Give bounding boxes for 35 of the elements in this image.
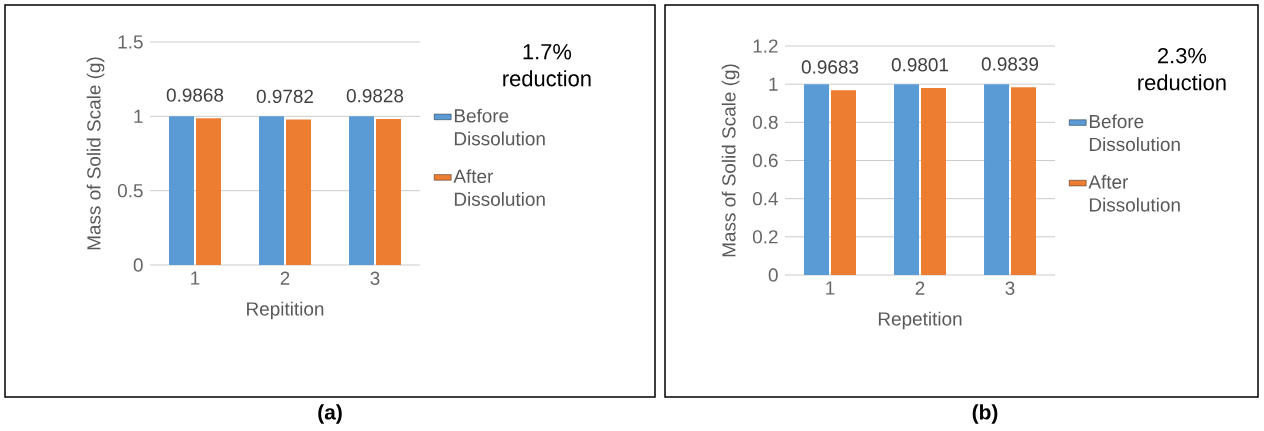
x-axis-title: Repitition (247, 301, 324, 320)
y-tick-label: 1 (134, 109, 143, 123)
legend-label: After Dissolution (1088, 174, 1180, 212)
data-label: 0.9801 (891, 58, 949, 72)
data-label: 0.9683 (801, 60, 859, 74)
x-tick-label: 3 (370, 271, 380, 285)
data-label: 0.9828 (346, 88, 404, 103)
x-tick-label: 2 (915, 281, 925, 295)
y-tick-label: 0.4 (752, 191, 778, 206)
data-label: 0.9839 (981, 57, 1039, 71)
y-tick-label: 0.6 (752, 153, 778, 168)
y-axis-title: Mass of Solid Scale (g) (721, 64, 740, 257)
text: 1.7% reduction (503, 44, 591, 87)
legend-label: Before Dissolution (454, 108, 545, 146)
text: (b) (972, 404, 998, 424)
y-tick-label: 0 (768, 268, 778, 282)
legend-label: After Dissolution (453, 169, 545, 206)
text: 2.3% reduction (1138, 47, 1226, 91)
y-tick-label: 0 (133, 258, 143, 272)
x-tick-label: 3 (1005, 281, 1015, 295)
legend-label: Before Dissolution (1089, 114, 1180, 152)
data-label: 0.9782 (256, 89, 313, 104)
x-tick-label: 2 (280, 271, 290, 285)
y-tick-label: 1.5 (118, 35, 143, 49)
y-tick-label: 1.2 (753, 39, 778, 53)
y-tick-label: 0.2 (752, 230, 778, 244)
y-tick-label: 0.5 (117, 183, 143, 198)
y-tick-label: 1 (769, 77, 778, 91)
data-label: 0.9868 (166, 88, 224, 102)
x-tick-label: 1 (191, 271, 200, 285)
x-tick-label: 1 (826, 281, 835, 295)
y-axis-title: Mass of Solid Scale (g) (86, 57, 105, 250)
x-axis-title: Repetition (878, 311, 962, 330)
y-tick-label: 0.8 (752, 115, 778, 130)
text: (a) (318, 404, 342, 424)
